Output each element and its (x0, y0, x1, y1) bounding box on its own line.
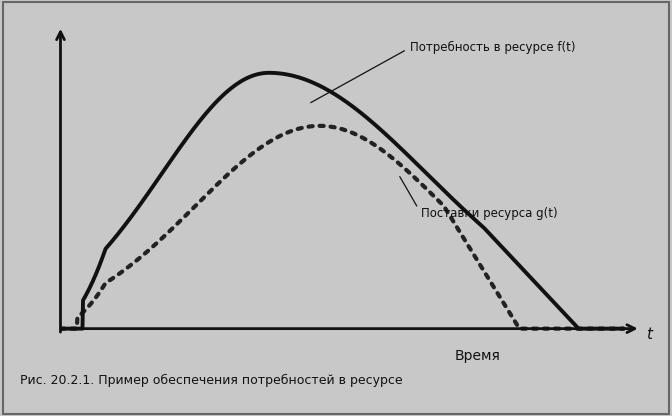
Text: Время: Время (454, 349, 500, 363)
Text: Потребность в ресурсе f(t): Потребность в ресурсе f(t) (310, 41, 575, 103)
Text: t: t (646, 327, 652, 342)
Text: Рис. 20.2.1. Пример обеспечения потребностей в ресурсе: Рис. 20.2.1. Пример обеспечения потребно… (20, 374, 403, 387)
Text: Поставки ресурса g(t): Поставки ресурса g(t) (400, 177, 558, 220)
